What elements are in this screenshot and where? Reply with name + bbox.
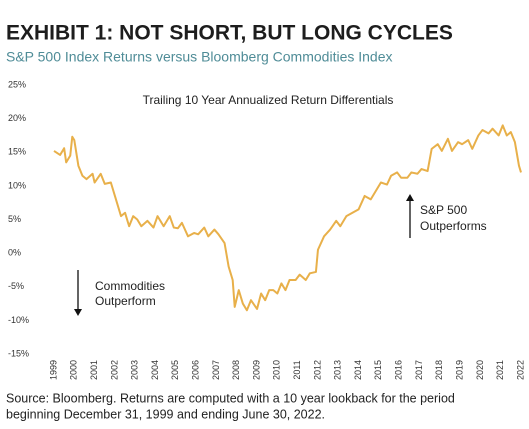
x-tick-label: 2020 [475, 360, 485, 380]
x-tick-label: 2002 [109, 360, 119, 380]
y-tick-label: 0% [8, 248, 21, 258]
y-tick-label: 15% [8, 147, 26, 157]
y-tick-label: 20% [8, 113, 26, 123]
chart-title: EXHIBIT 1: NOT SHORT, BUT LONG CYCLES [6, 22, 453, 45]
x-tick-label: 1999 [48, 360, 58, 380]
x-tick-label: 2016 [394, 360, 404, 380]
x-tick-label: 2022 [515, 360, 525, 380]
x-tick-label: 2001 [89, 360, 99, 380]
annotation: Outperform [95, 294, 156, 308]
y-tick-label: -10% [8, 315, 29, 325]
x-tick-label: 2015 [373, 360, 383, 380]
x-tick-label: 2012 [312, 360, 322, 380]
x-tick-label: 2021 [495, 360, 505, 380]
x-tick-label: 2010 [272, 360, 282, 380]
y-tick-label: 10% [8, 180, 26, 190]
x-tick-label: 2019 [454, 360, 464, 380]
y-tick-label: 5% [8, 214, 21, 224]
x-tick-label: 2000 [69, 360, 79, 380]
arrow-head [406, 194, 414, 201]
chart-subtitle: S&P 500 Index Returns versus Bloomberg C… [6, 49, 393, 65]
source-note: beginning December 31, 1999 and ending J… [6, 407, 325, 421]
x-tick-label: 2013 [333, 360, 343, 380]
x-tick-label: 2014 [353, 360, 363, 380]
x-tick-label: 2009 [251, 360, 261, 380]
inner-title: Trailing 10 Year Annualized Return Diffe… [143, 93, 394, 107]
annotation: Outperforms [420, 219, 487, 233]
arrow-head [74, 309, 82, 316]
x-tick-label: 2007 [211, 360, 221, 380]
y-tick-label: -5% [8, 281, 24, 291]
annotation: S&P 500 [420, 203, 467, 217]
y-tick-label: 25% [8, 79, 26, 89]
source-note: Source: Bloomberg. Returns are computed … [6, 391, 455, 405]
data-line [53, 124, 522, 312]
y-tick-label: -15% [8, 348, 29, 358]
x-tick-label: 2004 [150, 360, 160, 380]
x-tick-label: 2005 [170, 360, 180, 380]
x-tick-label: 2018 [434, 360, 444, 380]
x-tick-label: 2008 [231, 360, 241, 380]
x-tick-label: 2003 [130, 360, 140, 380]
x-tick-label: 2011 [292, 360, 302, 379]
x-tick-label: 2017 [414, 360, 424, 380]
annotation: Commodities [95, 279, 165, 293]
x-tick-label: 2006 [191, 360, 201, 380]
